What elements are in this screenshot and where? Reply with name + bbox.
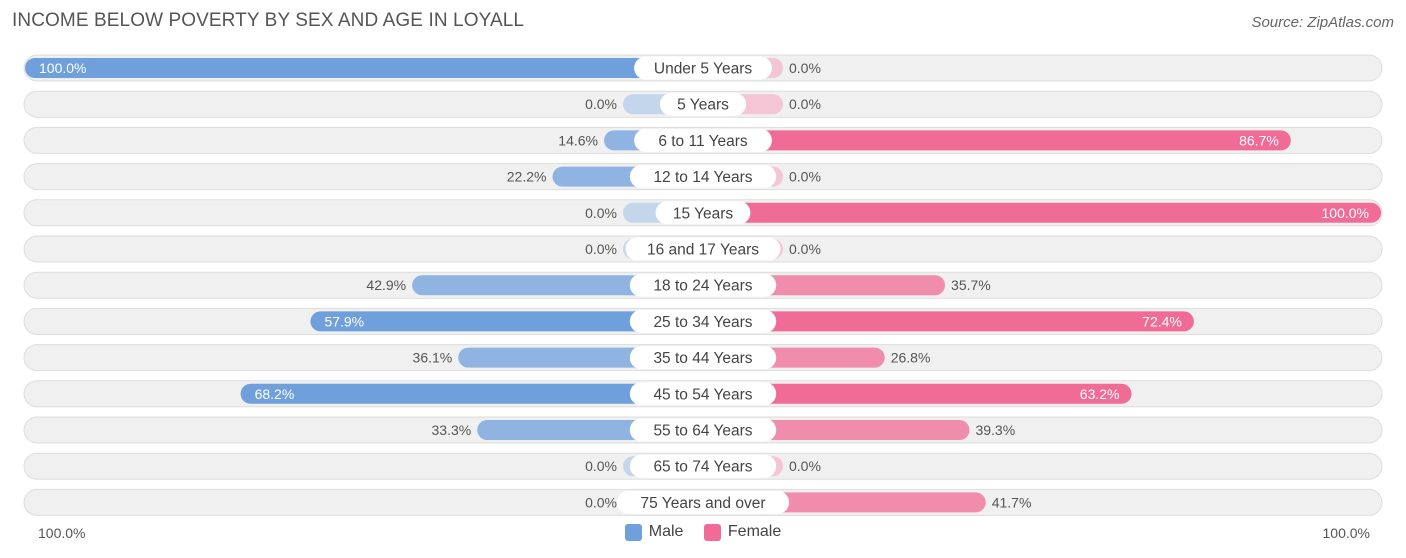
value-label-male-45-to-54-years: 68.2% [255, 386, 295, 402]
legend-item-female: Female [703, 523, 782, 541]
category-label-under-5-years: Under 5 Years [654, 61, 752, 78]
value-label-male-75-years-and-over: 0.0% [585, 494, 617, 510]
category-label-25-to-34-years: 25 to 34 Years [653, 314, 752, 331]
bar-female-15-years [703, 202, 1381, 223]
value-label-male-18-to-24-years: 42.9% [366, 277, 406, 293]
value-label-male-12-to-14-years: 22.2% [507, 169, 547, 185]
bar-male-18-to-24-years [412, 275, 703, 296]
bar-male-45-to-54-years [240, 383, 703, 404]
value-label-male-under-5-years: 100.0% [39, 60, 86, 76]
value-label-female-5-years: 0.0% [789, 96, 821, 112]
legend-label-male: Male [648, 523, 684, 540]
value-label-female-75-years-and-over: 41.7% [992, 494, 1032, 510]
value-label-female-45-to-54-years: 63.2% [1080, 386, 1120, 402]
value-label-male-65-to-74-years: 0.0% [585, 458, 617, 474]
source-label: Source: ZipAtlas.com [1251, 14, 1394, 31]
value-label-female-12-to-14-years: 0.0% [789, 169, 821, 185]
legend-item-male: Male [624, 523, 684, 541]
bar-female-25-to-34-years [703, 311, 1194, 332]
value-label-female-6-to-11-years: 86.7% [1239, 132, 1279, 148]
category-pill-65-to-74-years [629, 454, 777, 478]
bar-male-under-5-years [25, 58, 703, 78]
legend-swatch-male [624, 523, 642, 541]
value-label-male-55-to-64-years: 33.3% [432, 422, 472, 438]
value-label-female-65-to-74-years: 0.0% [789, 458, 821, 474]
category-label-16-and-17-years: 16 and 17 Years [647, 242, 759, 259]
bar-female-6-to-11-years [703, 130, 1291, 151]
category-label-75-years-and-over: 75 Years and over [641, 495, 766, 512]
category-label-55-to-64-years: 55 to 64 Years [653, 423, 752, 440]
value-label-female-18-to-24-years: 35.7% [951, 277, 991, 293]
value-label-female-55-to-64-years: 39.3% [975, 422, 1015, 438]
category-label-5-years: 5 Years [677, 97, 729, 114]
legend-label-female: Female [727, 523, 782, 540]
value-label-male-16-and-17-years: 0.0% [585, 241, 617, 257]
category-pill-6-to-11-years [634, 128, 772, 152]
value-label-male-35-to-44-years: 36.1% [413, 350, 453, 366]
chart-title: INCOME BELOW POVERTY BY SEX AND AGE IN L… [12, 10, 525, 31]
value-label-female-16-and-17-years: 0.0% [789, 241, 821, 257]
category-pill-16-and-17-years [625, 237, 781, 261]
category-label-18-to-24-years: 18 to 24 Years [653, 278, 752, 295]
category-pill-15-years [655, 201, 751, 225]
axis-right-label: 100.0% [1322, 525, 1370, 541]
axis-left-label: 100.0% [38, 525, 86, 541]
category-pill-45-to-54-years [629, 382, 777, 406]
category-pill-under-5-years [634, 56, 772, 80]
value-label-female-under-5-years: 0.0% [789, 60, 821, 76]
legend-swatch-female [703, 523, 721, 541]
category-pill-55-to-64-years [629, 418, 777, 442]
value-label-female-25-to-34-years: 72.4% [1142, 313, 1182, 329]
value-label-male-25-to-34-years: 57.9% [324, 313, 364, 329]
category-pill-5-years [659, 92, 747, 116]
bar-female-45-to-54-years [703, 383, 1132, 404]
category-pill-25-to-34-years [629, 309, 777, 333]
category-label-6-to-11-years: 6 to 11 Years [658, 133, 748, 150]
category-label-35-to-44-years: 35 to 44 Years [653, 350, 752, 367]
value-label-female-15-years: 100.0% [1322, 205, 1369, 221]
category-pill-12-to-14-years [629, 165, 777, 189]
category-pill-18-to-24-years [629, 273, 777, 297]
value-label-male-6-to-11-years: 14.6% [558, 132, 598, 148]
value-label-female-35-to-44-years: 26.8% [891, 350, 931, 366]
category-label-12-to-14-years: 12 to 14 Years [653, 169, 752, 186]
category-label-65-to-74-years: 65 to 74 Years [653, 459, 752, 476]
bar-male-25-to-34-years [310, 311, 703, 332]
value-label-male-5-years: 0.0% [585, 96, 617, 112]
category-label-45-to-54-years: 45 to 54 Years [653, 386, 752, 403]
legend: Male Female [0, 523, 1406, 546]
category-label-15-years: 15 Years [673, 205, 734, 222]
category-pill-35-to-44-years [629, 346, 777, 370]
value-label-male-15-years: 0.0% [585, 205, 617, 221]
category-pill-75-years-and-over [616, 490, 790, 514]
